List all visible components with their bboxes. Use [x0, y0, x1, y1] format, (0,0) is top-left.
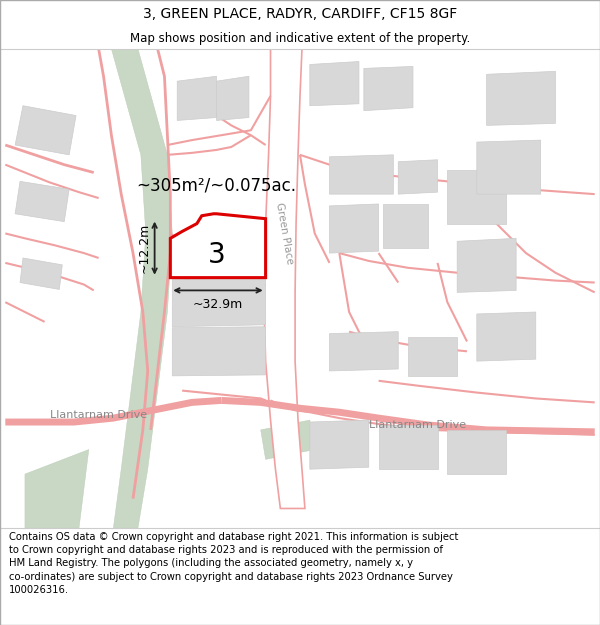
Polygon shape: [477, 140, 541, 194]
Polygon shape: [408, 337, 457, 376]
Polygon shape: [379, 425, 437, 469]
Text: Map shows position and indicative extent of the property.: Map shows position and indicative extent…: [130, 31, 470, 44]
Polygon shape: [448, 169, 506, 224]
Polygon shape: [177, 76, 217, 121]
Polygon shape: [448, 430, 506, 474]
Polygon shape: [383, 204, 428, 248]
Polygon shape: [261, 420, 315, 459]
Polygon shape: [310, 61, 359, 106]
Polygon shape: [477, 312, 536, 361]
Polygon shape: [457, 238, 516, 292]
Polygon shape: [104, 49, 172, 528]
Polygon shape: [172, 327, 266, 376]
Polygon shape: [398, 160, 437, 194]
Text: Llantarnam Drive: Llantarnam Drive: [50, 410, 147, 420]
Polygon shape: [15, 106, 76, 155]
Polygon shape: [329, 332, 398, 371]
Polygon shape: [217, 76, 249, 121]
Text: Green Place: Green Place: [274, 202, 295, 265]
Polygon shape: [172, 278, 266, 327]
Polygon shape: [15, 181, 69, 222]
Text: Llantarnam Drive: Llantarnam Drive: [370, 420, 466, 430]
Polygon shape: [25, 449, 89, 528]
Polygon shape: [310, 420, 369, 469]
Polygon shape: [20, 258, 62, 289]
Polygon shape: [487, 71, 556, 126]
Text: ~12.2m: ~12.2m: [137, 223, 151, 273]
Text: 3, GREEN PLACE, RADYR, CARDIFF, CF15 8GF: 3, GREEN PLACE, RADYR, CARDIFF, CF15 8GF: [143, 7, 457, 21]
Polygon shape: [263, 49, 305, 509]
Polygon shape: [364, 66, 413, 111]
Text: ~32.9m: ~32.9m: [193, 298, 243, 311]
Text: 3: 3: [208, 241, 226, 269]
Polygon shape: [329, 155, 394, 194]
Polygon shape: [170, 214, 266, 278]
Polygon shape: [329, 204, 379, 253]
Text: ~305m²/~0.075ac.: ~305m²/~0.075ac.: [137, 176, 296, 194]
Text: Contains OS data © Crown copyright and database right 2021. This information is : Contains OS data © Crown copyright and d…: [9, 532, 458, 595]
